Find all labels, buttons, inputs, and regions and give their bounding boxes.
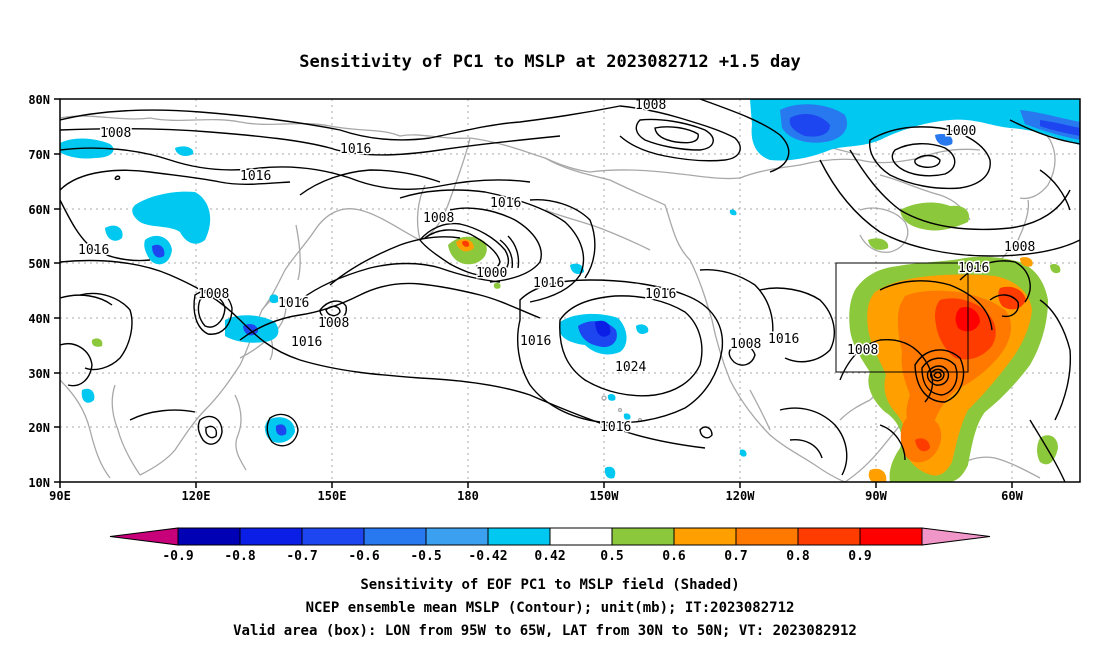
latitude-labels: 80N 70N 60N 50N 40N 30N 20N 10N [28, 93, 50, 490]
colorbar-tick-label: -0.8 [224, 549, 255, 564]
contour-label: 1008 [100, 126, 131, 141]
contour-label: 1016 [291, 335, 322, 350]
caption-line: Valid area (box): LON from 95W to 65W, L… [233, 623, 857, 639]
colorbar-swatch [859, 527, 923, 546]
colorbar-tick-label: -0.7 [286, 549, 317, 564]
colorbar-tick-label: 0.5 [600, 549, 623, 564]
axis-ticks [54, 98, 1013, 488]
colorbar-swatch [735, 527, 799, 546]
figure-title: Sensitivity of PC1 to MSLP at 2023082712… [299, 52, 801, 72]
lon-label: 60W [1001, 489, 1023, 503]
colorbar-swatch [673, 527, 737, 546]
contour-label: 1016 [645, 287, 676, 302]
valid-area-box [835, 262, 969, 373]
contour-label: 1008 [423, 211, 454, 226]
colorbar-swatch [363, 527, 427, 546]
contour-label: 1016 [600, 420, 631, 435]
captions: Sensitivity of EOF PC1 to MSLP field (Sh… [233, 577, 857, 639]
lat-label: 50N [28, 257, 50, 271]
colorbar-tick-label: -0.6 [348, 549, 379, 564]
caption-line: NCEP ensemble mean MSLP (Contour); unit(… [306, 600, 795, 616]
colorbar-swatch [177, 527, 241, 546]
colorbar-swatch [549, 527, 613, 546]
lat-label: 40N [28, 312, 50, 326]
colorbar-swatch [487, 527, 551, 546]
contour-label: 1008 [847, 343, 878, 358]
contour-label: 1000 [945, 124, 976, 139]
negative-sensitivity-shading [60, 99, 1080, 479]
colorbar-labels: -0.9 -0.8 -0.7 -0.6 -0.5 -0.42 0.42 0.5 0.6 0.7 0.… [162, 549, 871, 564]
lat-label: 80N [28, 93, 50, 107]
map-frame [59, 98, 1081, 483]
colorbar-max-triangle [921, 527, 991, 546]
colorbar-tick-label: 0.7 [724, 549, 747, 564]
lat-label: 20N [28, 421, 50, 435]
contour-label: 1024 [615, 360, 646, 375]
colorbar-tick-label: 0.8 [786, 549, 810, 564]
lat-label: 30N [28, 367, 50, 381]
contour-label: 1016 [240, 169, 271, 184]
lon-label: 120W [726, 489, 756, 503]
lon-label: 90W [865, 489, 887, 503]
contour-label: 1016 [340, 142, 371, 157]
colorbar-tick-label: 0.6 [662, 549, 686, 564]
lat-label: 70N [28, 148, 50, 162]
contour-label: 1008 [1004, 240, 1035, 255]
contour-label: 1008 [198, 287, 229, 302]
colorbar-min-triangle [109, 527, 179, 546]
contour-label: 1008 [635, 98, 666, 113]
lat-label: 10N [28, 476, 50, 490]
colorbar-swatch [301, 527, 365, 546]
contour-label: 1008 [730, 337, 761, 352]
colorbar-tick-label: -0.5 [410, 549, 441, 564]
lon-label: 150E [318, 489, 347, 503]
lon-label: 120E [182, 489, 211, 503]
contour-label: 1016 [490, 196, 521, 211]
contour-label: 1016 [278, 296, 309, 311]
contour-label: 1016 [533, 276, 564, 291]
contour-label: 1008 [318, 316, 349, 331]
colorbar-swatch [797, 527, 861, 546]
lon-label: 180 [457, 489, 479, 503]
colorbar-swatch [611, 527, 675, 546]
contour-label: 1016 [958, 261, 989, 276]
contour-labels: 1008 1000 1008 1016 1016 1016 1008 1000 … [77, 97, 1037, 437]
colorbar-tick-label: 0.42 [534, 549, 565, 564]
colorbar-tick-label: -0.42 [468, 549, 507, 564]
contour-label: 1016 [768, 332, 799, 347]
lon-label: 90E [49, 489, 71, 503]
colorbar [109, 527, 991, 546]
colorbar-tick-label: -0.9 [162, 549, 193, 564]
longitude-labels: 90E 120E 150E 180 150W 120W 90W 60W [49, 489, 1023, 503]
lat-label: 60N [28, 203, 50, 217]
colorbar-tick-label: 0.9 [848, 549, 871, 564]
lon-label: 150W [590, 489, 620, 503]
colorbar-swatch [239, 527, 303, 546]
contour-label: 1016 [520, 334, 551, 349]
map-area [60, 99, 1080, 482]
contour-label: 1000 [476, 266, 507, 281]
caption-line: Sensitivity of EOF PC1 to MSLP field (Sh… [360, 577, 739, 593]
colorbar-swatch [425, 527, 489, 546]
contour-label: 1016 [78, 243, 109, 258]
mslp-contours [60, 99, 1080, 482]
